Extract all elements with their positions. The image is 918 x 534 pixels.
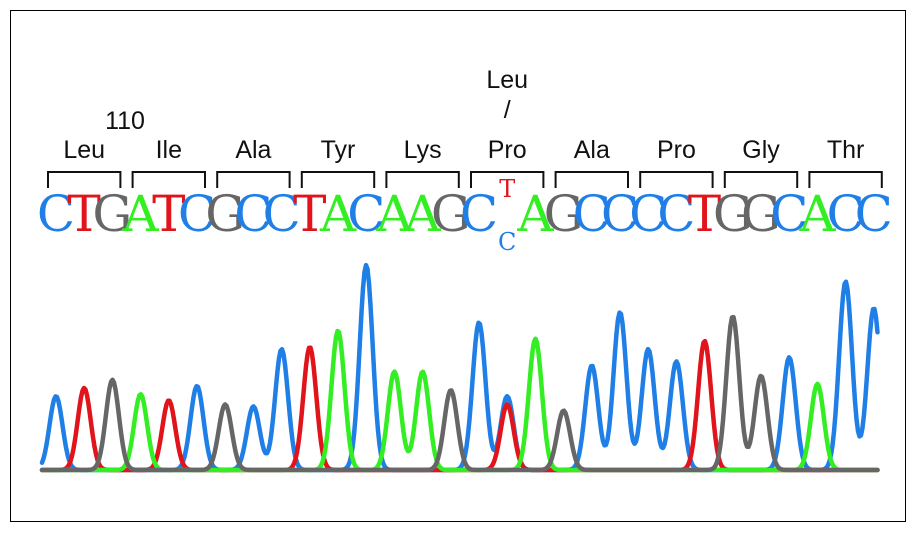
base-T: T [152,185,185,243]
codon-5: Lys [385,136,460,188]
codon-9: Gly [723,136,799,188]
base-A: A [798,185,836,243]
codon-bracket [639,171,714,188]
base-C: C [855,185,893,243]
base-C: C [262,185,300,243]
base-G: G [741,185,781,243]
amino-acid-label: Ala [235,136,271,164]
codon-2: Ile [131,136,206,188]
codon-bracket [385,171,460,188]
base-C: C [601,185,639,243]
codon-3: Ala [216,136,291,188]
amino-acid-label: Thr [827,136,865,164]
base-A: A [319,185,357,243]
codon-bracket [808,171,883,188]
base-G: G [92,185,132,243]
trace-G [39,314,880,473]
base-C: C [37,185,75,243]
codon-8: Pro [639,136,714,188]
amino-acid-label: Ala [574,136,610,164]
base-G: G [431,185,471,243]
base-T: T [293,185,326,243]
base-A: A [404,185,442,243]
base-A: A [122,185,160,243]
base-C: C [657,185,695,243]
codon-bracket [470,171,545,188]
base-T: T [68,185,101,243]
codon-10: Thr [808,136,883,188]
base-G: G [544,185,584,243]
base-C: C [234,185,272,243]
codon-6: Pro Leu/ [470,66,545,188]
base-T: T [688,185,721,243]
codon-bracket [300,171,376,188]
base-C: C [573,185,611,243]
variant-separator: / [504,96,511,124]
codon-bracket [131,171,206,188]
base-G: G [205,185,245,243]
amino-acid-label: Ile [156,136,182,164]
base-C: C [347,185,385,243]
codon-bracket [47,171,122,188]
codon-4: Tyr [300,136,376,188]
variant-amino-acid-label: Leu [486,66,528,94]
base-A: A [375,185,413,243]
codon-bracket [554,171,629,188]
amino-acid-label: Leu [63,136,105,164]
base-A: A [516,185,554,243]
base-C: C [826,185,864,243]
amino-acid-label: Gly [742,136,780,164]
amino-acid-label: Pro [657,136,696,164]
base-C: C [629,185,667,243]
variant-base-top: T [499,175,515,203]
base-C: C [770,185,808,243]
amino-acid-label: Pro [488,136,527,164]
codon-bracket [216,171,291,188]
base-G: G [713,185,753,243]
base-C: C [460,185,498,243]
amino-acid-label: Tyr [321,136,356,164]
codon-7: Ala [554,136,629,188]
codon-1: Leu [47,136,122,188]
variant-base-bottom: C [498,228,516,256]
position-number-label: 110 [105,107,145,135]
codon-bracket [723,171,799,188]
amino-acid-label: Lys [404,136,442,164]
chromatogram-traces [39,262,880,473]
base-C: C [178,185,216,243]
